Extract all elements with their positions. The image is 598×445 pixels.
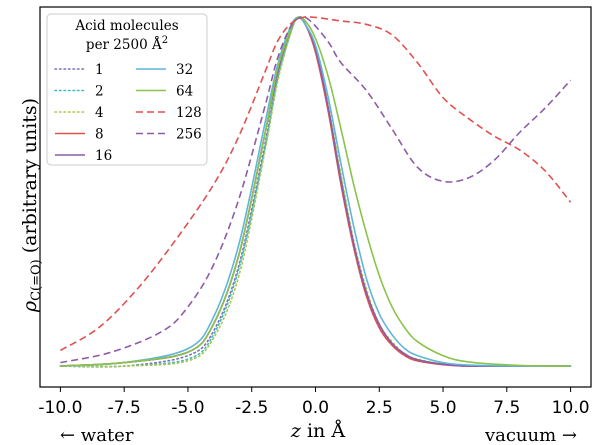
x-tick-label: -5.0 (171, 398, 204, 418)
legend-label: 32 (176, 62, 193, 78)
x-tick-label: 5.0 (430, 398, 457, 418)
x-tick-label: -2.5 (235, 398, 268, 418)
x-tick-label: -7.5 (108, 398, 141, 418)
series-line-256 (60, 16, 572, 364)
legend-item-8: 8 (55, 127, 104, 143)
legend-items: 1 2 4 8 16 32 64 128 256 (54, 62, 202, 164)
legend-label: 2 (95, 84, 104, 100)
series-line-128 (60, 15, 572, 352)
legend-title-line2: per 2500 Å2 (86, 35, 168, 53)
legend-title-line1: Acid molecules (74, 18, 178, 34)
legend-item-256: 256 (136, 127, 202, 143)
series-lines (59, 15, 572, 368)
legend-label: 16 (95, 148, 112, 164)
series-line-32 (60, 16, 571, 367)
x-tick-label: 2.5 (366, 398, 393, 418)
legend-item-16: 16 (55, 148, 112, 164)
legend-label: 4 (95, 105, 104, 121)
x-tick-label: 0.0 (302, 398, 329, 418)
legend-label: 1 (95, 62, 104, 78)
legend-label: 8 (95, 127, 104, 143)
legend-item-4: 4 (54, 105, 104, 121)
x-tick-label: 10.0 (552, 398, 590, 418)
legend-label: 64 (176, 84, 193, 100)
legend-box (46, 13, 208, 166)
legend-label: 256 (176, 127, 202, 143)
x-tick-label: 7.5 (493, 398, 520, 418)
legend-item-32: 32 (136, 62, 193, 78)
legend: Acid molecules per 2500 Å2 1 2 4 8 16 32 64 128… (46, 13, 208, 166)
x-tick-label: -10.0 (38, 398, 82, 418)
legend-item-1: 1 (54, 62, 104, 78)
legend-item-64: 64 (136, 84, 193, 100)
legend-item-2: 2 (54, 84, 104, 100)
vacuum-side-label: vacuum → (484, 425, 577, 445)
y-axis-label: ρC(=O) (arbitrary units) (19, 98, 44, 313)
x-axis-ticks: -10.0 -7.5 -5.0 -2.5 0.0 2.5 5.0 7.5 10.0 (38, 387, 590, 418)
legend-label: 128 (176, 105, 202, 121)
water-side-label: ← water (60, 425, 134, 445)
series-line-64 (60, 15, 571, 367)
x-axis-label: z in Å (290, 420, 345, 442)
legend-item-128: 128 (136, 105, 202, 121)
